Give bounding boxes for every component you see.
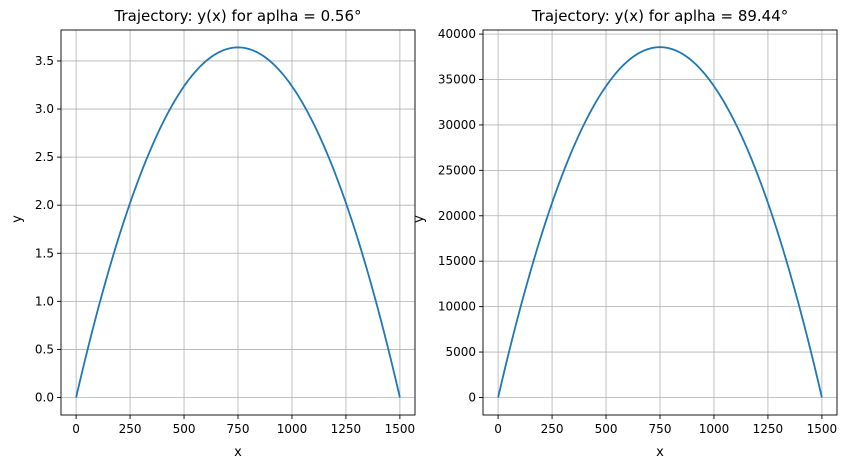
y-tick-label: 30000 bbox=[438, 118, 476, 132]
x-tick-label: 500 bbox=[595, 422, 618, 436]
y-tick-label: 1.5 bbox=[35, 246, 54, 260]
y-tick-label: 40000 bbox=[438, 27, 476, 41]
y-axis-label: y bbox=[10, 215, 25, 223]
y-tick-label: 10000 bbox=[438, 300, 476, 314]
y-tick-label: 15000 bbox=[438, 254, 476, 268]
y-tick-label: 20000 bbox=[438, 209, 476, 223]
x-axis-label: x bbox=[656, 445, 664, 460]
chart-right: Trajectory: y(x) for aplha = 89.44° x y … bbox=[412, 7, 838, 460]
x-tick-label: 750 bbox=[649, 422, 672, 436]
x-tick-label: 250 bbox=[541, 422, 564, 436]
x-tick-label: 0 bbox=[72, 422, 80, 436]
y-axis-label: y bbox=[412, 215, 427, 223]
x-tick-label: 1500 bbox=[807, 422, 838, 436]
y-tick-label: 0 bbox=[468, 390, 476, 404]
chart-title: Trajectory: y(x) for aplha = 0.56° bbox=[114, 7, 362, 25]
x-tick-label: 750 bbox=[227, 422, 250, 436]
x-tick-label: 0 bbox=[494, 422, 502, 436]
x-tick-label: 1250 bbox=[331, 422, 362, 436]
y-tick-label: 0.5 bbox=[35, 342, 54, 356]
y-tick-label: 1.0 bbox=[35, 294, 54, 308]
x-tick-label: 1250 bbox=[753, 422, 784, 436]
y-tick-label: 3.0 bbox=[35, 102, 54, 116]
x-tick-label: 1000 bbox=[699, 422, 730, 436]
series-line-0 bbox=[75, 46, 401, 398]
y-tick-label: 0.0 bbox=[35, 391, 54, 405]
y-tick-label: 2.5 bbox=[35, 150, 54, 164]
chart-left: Trajectory: y(x) for aplha = 0.56° x y 0… bbox=[10, 7, 416, 460]
y-tick-label: 3.5 bbox=[35, 54, 54, 68]
grid bbox=[483, 30, 837, 415]
x-axis-label: x bbox=[234, 445, 242, 460]
x-tick-label: 500 bbox=[173, 422, 196, 436]
grid bbox=[61, 30, 415, 415]
x-tick-label: 250 bbox=[119, 422, 142, 436]
x-tick-label: 1000 bbox=[277, 422, 308, 436]
y-tick-label: 35000 bbox=[438, 73, 476, 87]
y-tick-label: 5000 bbox=[445, 345, 476, 359]
series-line-0 bbox=[497, 46, 823, 398]
y-tick-label: 25000 bbox=[438, 163, 476, 177]
y-tick-label: 2.0 bbox=[35, 198, 54, 212]
chart-title: Trajectory: y(x) for aplha = 89.44° bbox=[531, 7, 789, 25]
x-tick-label: 1500 bbox=[385, 422, 416, 436]
